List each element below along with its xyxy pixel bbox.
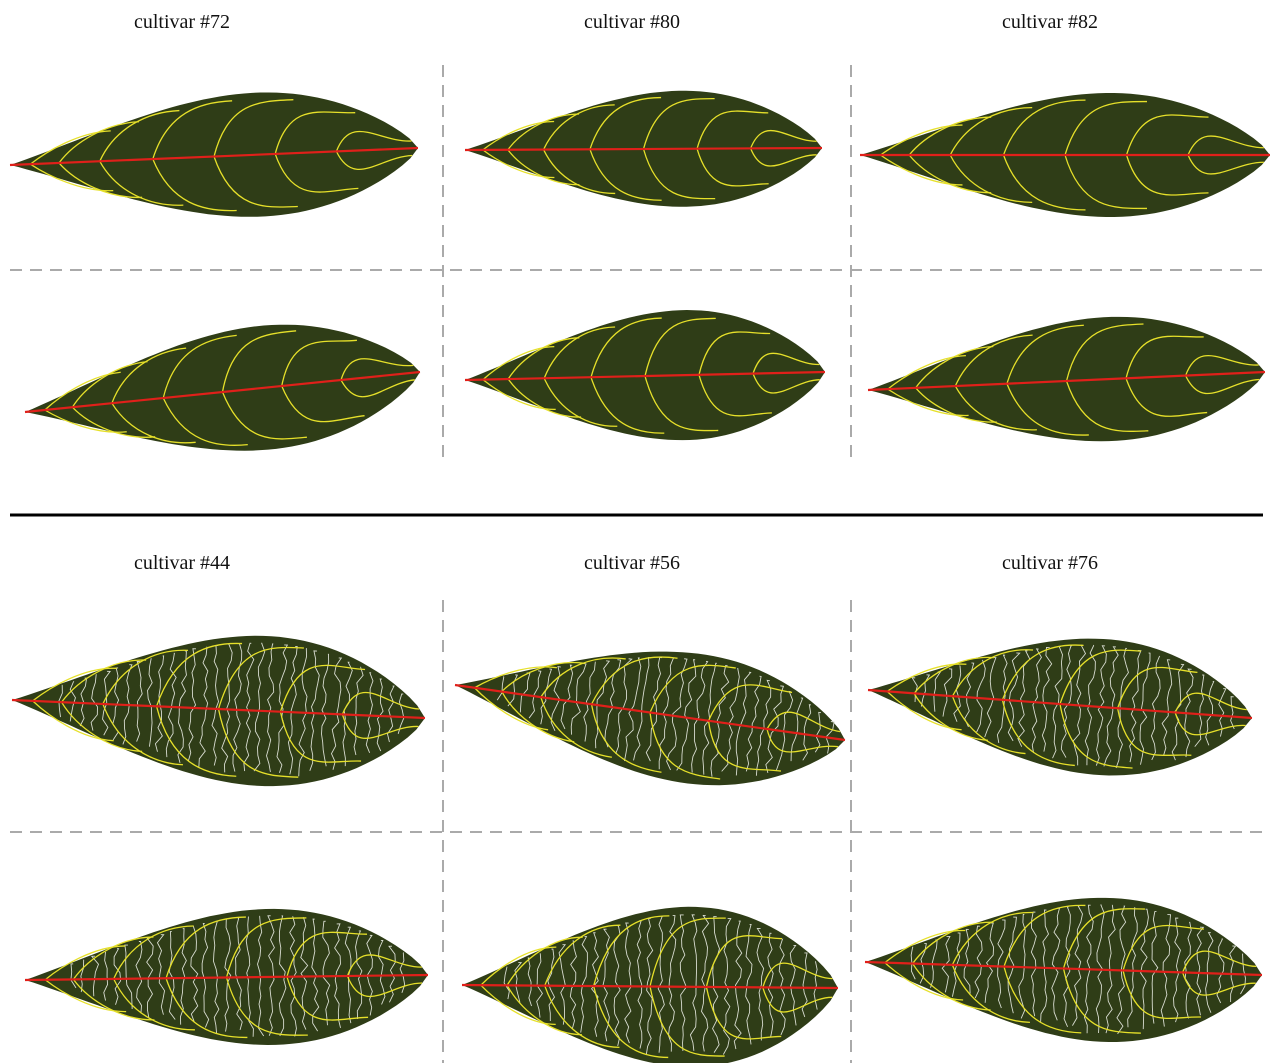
panel-label: cultivar #44 [134,552,230,574]
leaf [461,905,838,1063]
panel-label: cultivar #56 [584,552,680,574]
leaf [465,90,823,208]
leaf [7,86,420,227]
leaf [446,621,854,805]
leaf [19,310,426,473]
panel-label: cultivar #72 [134,11,230,33]
leaf [24,907,429,1048]
panel-label: cultivar #82 [1002,11,1098,33]
leaves [7,86,1270,1063]
panel-label: cultivar #80 [584,11,680,33]
leaf [865,310,1268,452]
leaf [863,890,1265,1047]
panel-label: cultivar #76 [1002,552,1098,574]
figure: cultivar #72 cultivar #80 cultivar #82 c… [0,0,1273,1063]
leaf [464,307,827,445]
leaf [9,625,429,793]
leaf [860,93,1270,217]
leaf [863,622,1257,786]
